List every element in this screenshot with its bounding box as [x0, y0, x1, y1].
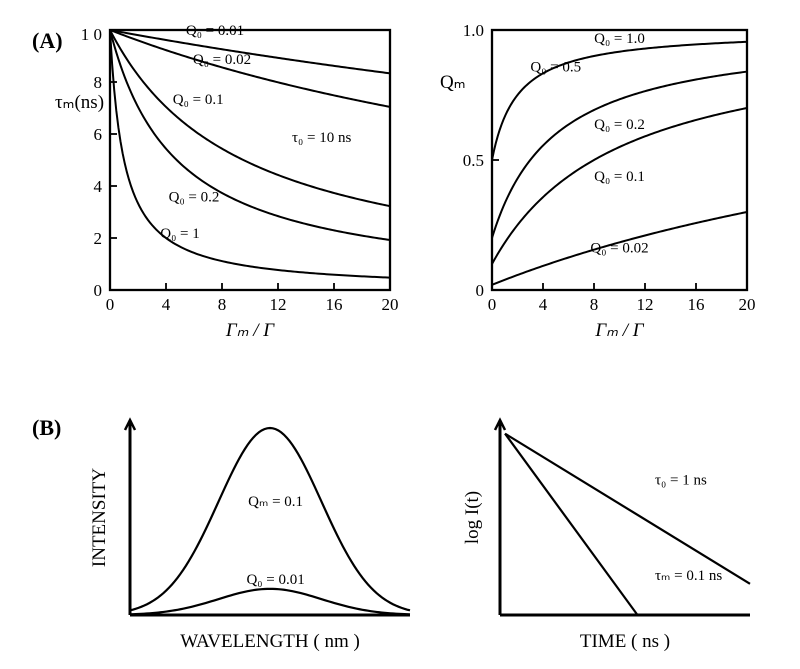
panel-b-label: (B)	[32, 415, 61, 440]
panel-b-left-curve-label: Qₘ = 0.1	[248, 494, 303, 510]
panel-b-right-ylabel: log I(t)	[462, 491, 483, 544]
ytick-label: 6	[94, 125, 103, 144]
panel-a-label: (A)	[32, 28, 63, 53]
xtick-label: 4	[539, 295, 548, 314]
panel-a-left-curve-label: Q₀ = 0.2	[169, 190, 220, 206]
panel-b-right-line-label: τ₀ = 1 ns	[655, 472, 707, 488]
xtick-label: 0	[106, 295, 115, 314]
ytick-label: 8	[94, 73, 103, 92]
panel-b-right-line-label: τₘ = 0.1 ns	[655, 568, 722, 584]
xtick-label: 12	[270, 295, 287, 314]
panel-a-right-curve-label: Q₀ = 0.5	[530, 60, 581, 76]
panel-a-right-curve-label: Q₀ = 0.2	[594, 117, 645, 133]
panel-a-left-xlabel: Γₘ / Γ	[225, 320, 275, 341]
xtick-label: 0	[488, 295, 497, 314]
xtick-label: 20	[382, 295, 399, 314]
panel-a-left-annotation: τ₀ = 10 ns	[292, 130, 351, 146]
panel-b-right-xlabel: TIME ( ns )	[580, 631, 670, 652]
panel-a-left-curve-label: Q₀ = 0.02	[193, 52, 251, 68]
panel-a-right-xlabel: Γₘ / Γ	[594, 320, 644, 341]
ytick-label: 0.5	[463, 151, 484, 170]
panel-b-left-ylabel: INTENSITY	[89, 468, 110, 567]
panel-a-left-curve-label: Q₀ = 1	[160, 226, 200, 242]
ytick-label: 0	[94, 281, 103, 300]
ytick-label: 1.0	[463, 21, 484, 40]
xtick-label: 12	[637, 295, 654, 314]
ytick-label: 0	[476, 281, 485, 300]
panel-a-left-ylabel: τₘ(ns)	[55, 92, 104, 113]
panel-a-left-curve-label: Q₀ = 0.01	[186, 23, 244, 39]
panel-b-left-xlabel: WAVELENGTH ( nm )	[180, 631, 360, 652]
panel-a-right-ylabel: Qₘ	[440, 72, 466, 93]
panel-a-left-curve-label: Q₀ = 0.1	[173, 92, 224, 108]
ytick-label: 1 0	[81, 25, 102, 44]
xtick-label: 8	[590, 295, 599, 314]
xtick-label: 4	[162, 295, 171, 314]
xtick-label: 16	[326, 295, 343, 314]
panel-a-right-curve-label: Q₀ = 0.1	[594, 169, 645, 185]
xtick-label: 8	[218, 295, 227, 314]
panel-a-right-curve-label: Q₀ = 0.02	[590, 240, 648, 256]
panel-a-right-curve-label: Q₀ = 1.0	[594, 31, 645, 47]
ytick-label: 4	[94, 177, 103, 196]
panel-b-left-curve-label: Q₀ = 0.01	[246, 572, 304, 588]
xtick-label: 16	[688, 295, 705, 314]
xtick-label: 20	[739, 295, 756, 314]
ytick-label: 2	[94, 229, 103, 248]
